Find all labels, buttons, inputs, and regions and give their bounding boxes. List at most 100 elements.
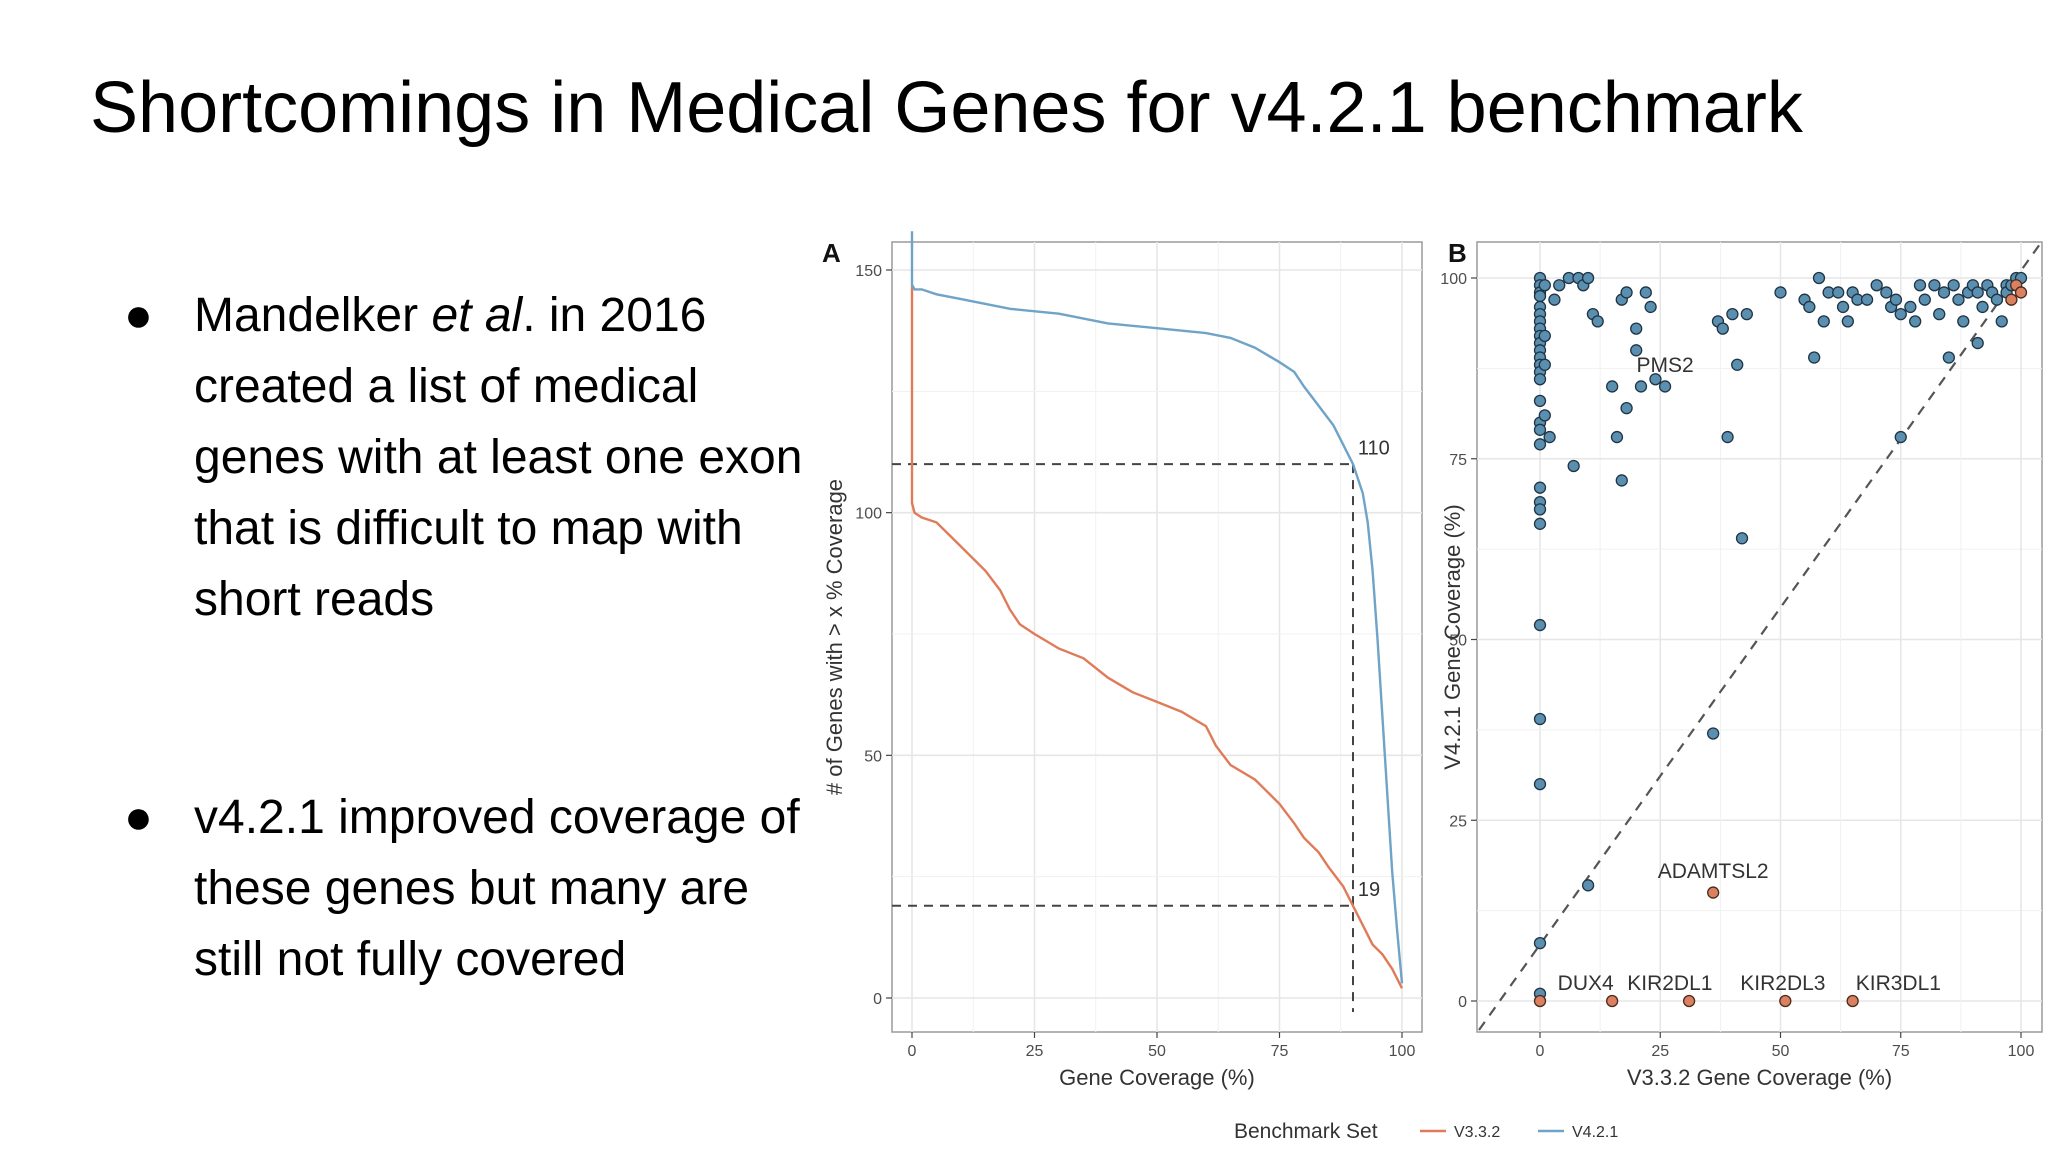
scatter-point bbox=[1707, 727, 1720, 740]
scatter-point bbox=[1533, 994, 1547, 1008]
bullet-item: ● Mandelker et al. in 2016 created a lis… bbox=[110, 280, 830, 635]
scatter-point bbox=[1533, 503, 1547, 516]
y-axis-label: V4.2.1 Gene Coverage (%) bbox=[1440, 504, 1465, 769]
y-tick-label: 0 bbox=[1458, 994, 1467, 1011]
bullet-text-post: . in 2016 created a list of medical gene… bbox=[194, 289, 803, 626]
scatter-point bbox=[1740, 308, 1753, 321]
x-tick-label: 75 bbox=[1271, 1043, 1289, 1060]
scatter-point bbox=[1731, 358, 1744, 371]
scatter-point bbox=[2005, 293, 2018, 306]
scatter-point bbox=[1971, 286, 1984, 299]
scatter-point bbox=[1990, 293, 2004, 306]
x-axis-label: V3.3.2 Gene Coverage (%) bbox=[1627, 1065, 1892, 1090]
scatter-point bbox=[1947, 279, 1960, 292]
x-tick-label: 50 bbox=[1148, 1043, 1166, 1060]
x-tick-label: 100 bbox=[1389, 1043, 1416, 1060]
y-tick-label: 0 bbox=[873, 991, 882, 1008]
scatter-point bbox=[1630, 344, 1643, 357]
point-label: KIR2DL3 bbox=[1740, 972, 1825, 995]
bullet-text-pre: Mandelker bbox=[194, 289, 432, 342]
scatter-point bbox=[1928, 279, 1941, 292]
scatter-point bbox=[1581, 271, 1595, 285]
x-tick-label: 75 bbox=[1892, 1043, 1910, 1060]
x-axis-label: Gene Coverage (%) bbox=[1059, 1065, 1255, 1090]
scatter-point bbox=[1817, 315, 1830, 328]
scatter-point bbox=[1774, 286, 1787, 299]
scatter-point bbox=[1942, 351, 1955, 364]
scatter-point bbox=[1707, 886, 1720, 899]
scatter-point bbox=[1581, 879, 1595, 892]
legend-item-label: V3.3.2 bbox=[1454, 1124, 1500, 1141]
scatter-point bbox=[1721, 430, 1734, 444]
series-line-v421 bbox=[910, 231, 1404, 984]
scatter-point bbox=[1606, 994, 1619, 1008]
y-tick-label: 50 bbox=[864, 748, 882, 765]
scatter-point bbox=[1533, 289, 1547, 303]
point-label: KIR3DL1 bbox=[1856, 972, 1941, 995]
scatter-point bbox=[1543, 430, 1556, 444]
scatter-point bbox=[1832, 286, 1845, 299]
scatter-point bbox=[1644, 300, 1657, 314]
scatter-point bbox=[1952, 293, 1965, 306]
series-line-v332 bbox=[910, 284, 1404, 989]
scatter-point bbox=[1548, 293, 1561, 306]
scatter-point bbox=[1533, 618, 1547, 632]
scatter-point bbox=[1812, 271, 1826, 285]
scatter-point bbox=[1533, 937, 1547, 950]
bullet-item: ● v4.2.1 improved coverage of these gene… bbox=[110, 782, 830, 995]
scatter-point bbox=[1538, 358, 1551, 371]
scatter-point bbox=[1615, 474, 1628, 487]
scatter-point bbox=[1533, 373, 1547, 386]
point-label: ADAMTSL2 bbox=[1658, 860, 1769, 883]
scatter-point bbox=[1860, 293, 1874, 306]
scatter-point bbox=[1836, 300, 1850, 314]
scatter-point bbox=[1726, 308, 1739, 321]
figure: 0 25 50 75 100 0 50 100 150 Gene Coverage (%) # of… bbox=[822, 231, 2043, 1143]
scatter-point bbox=[1553, 279, 1566, 292]
y-tick-label: 25 bbox=[1449, 813, 1467, 830]
panel-a-letter: A bbox=[822, 238, 841, 268]
legend-title: Benchmark Set bbox=[1234, 1120, 1378, 1143]
y-axis-label: # of Genes with > x % Coverage bbox=[822, 479, 847, 795]
y-tick-label: 100 bbox=[855, 506, 882, 523]
scatter-point bbox=[1735, 532, 1749, 545]
bullet-text-em: et al bbox=[431, 289, 523, 342]
annotation-label: 110 bbox=[1358, 437, 1390, 459]
annotation-label: 19 bbox=[1358, 879, 1380, 901]
scatter-point bbox=[1533, 481, 1547, 494]
scatter-point bbox=[1634, 380, 1648, 393]
scatter-point bbox=[1894, 430, 1907, 444]
scatter-point bbox=[1533, 423, 1547, 436]
bullet-list: ● Mandelker et al. in 2016 created a lis… bbox=[110, 280, 830, 995]
scatter-point bbox=[1533, 438, 1547, 451]
scatter-point bbox=[1716, 322, 1729, 335]
scatter-point bbox=[1533, 394, 1547, 408]
x-tick-label: 100 bbox=[2008, 1043, 2035, 1060]
scatter-point bbox=[1976, 300, 1989, 314]
scatter-point bbox=[1957, 315, 1970, 328]
legend-item-label: V4.2.1 bbox=[1572, 1124, 1618, 1141]
scatter-point bbox=[1606, 380, 1619, 393]
scatter-point bbox=[1889, 293, 1903, 306]
panel-b-frame bbox=[1476, 241, 2043, 1033]
scatter-point bbox=[1808, 351, 1821, 364]
scatter-point bbox=[1620, 401, 1633, 415]
y-tick-label: 100 bbox=[1440, 271, 1467, 288]
scatter-point bbox=[1649, 373, 1662, 386]
scatter-point bbox=[1538, 279, 1551, 292]
scatter-point bbox=[1904, 300, 1917, 314]
scatter-point bbox=[1639, 286, 1652, 299]
scatter-point bbox=[1971, 336, 1984, 350]
scatter-point bbox=[1610, 430, 1624, 444]
scatter-point bbox=[1682, 994, 1696, 1008]
scatter-point bbox=[1803, 300, 1816, 314]
scatter-point bbox=[1909, 315, 1922, 328]
scatter-point bbox=[1880, 286, 1893, 299]
scatter-point bbox=[1933, 308, 1946, 321]
scatter-point bbox=[1937, 286, 1951, 299]
scatter-point bbox=[1533, 712, 1547, 726]
scatter-point bbox=[1533, 517, 1547, 530]
panel-b-letter: B bbox=[1448, 238, 1467, 268]
scatter-point bbox=[1630, 322, 1643, 335]
scatter-point bbox=[1533, 777, 1547, 791]
